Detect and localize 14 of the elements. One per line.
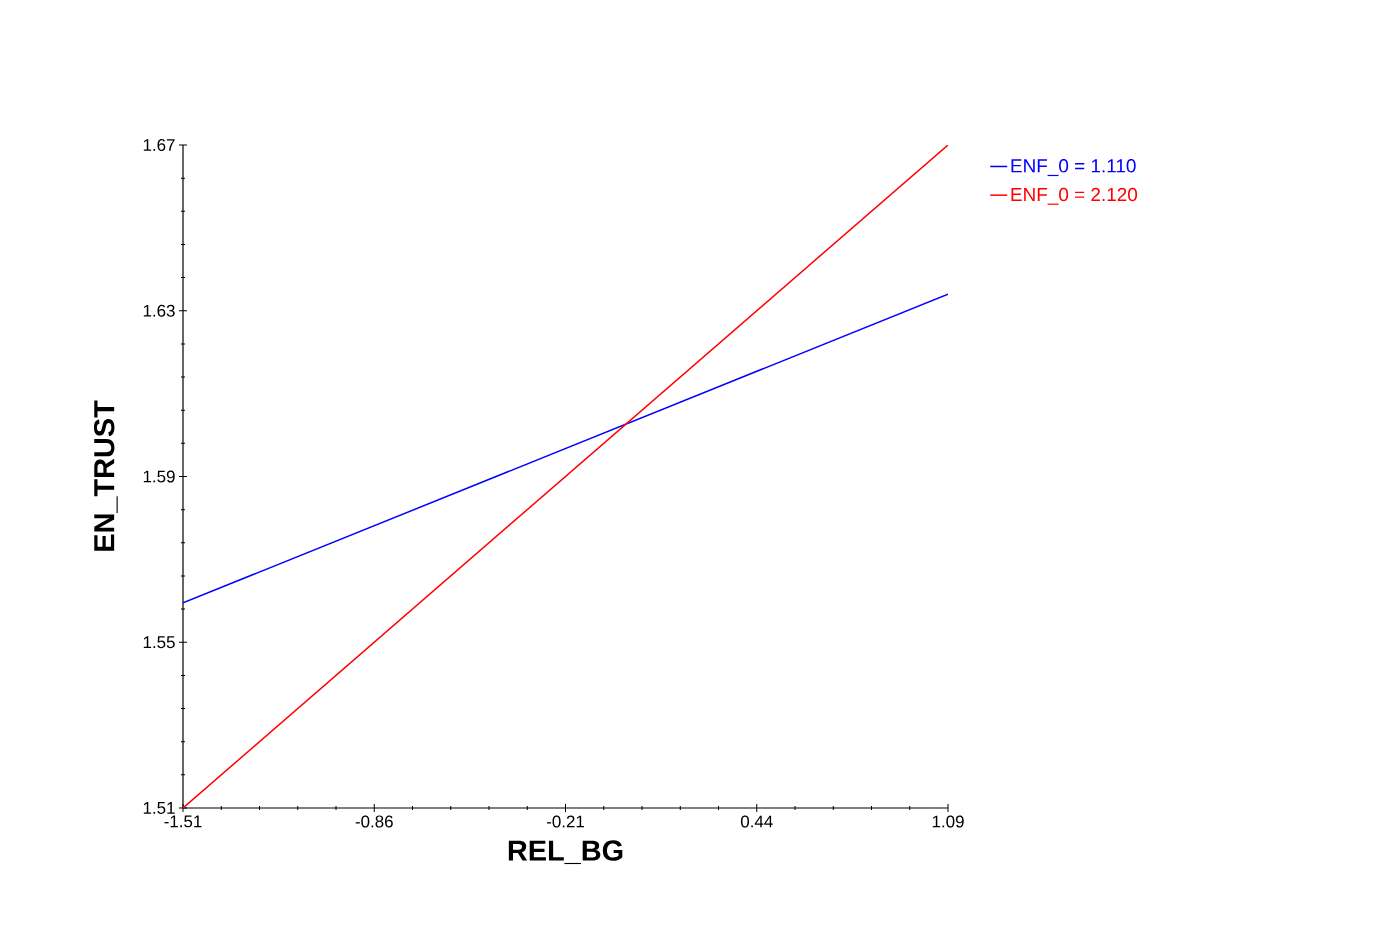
y-tick-label: 1.51 bbox=[143, 802, 175, 814]
y-tick-label: 1.59 bbox=[143, 470, 175, 483]
x-tick-label: 1.09 bbox=[932, 815, 964, 828]
y-axis-title: EN_TRUST bbox=[93, 400, 118, 551]
x-tick-label: -1.51 bbox=[164, 815, 202, 828]
x-axis-title: REL_BG bbox=[508, 840, 623, 865]
y-tick-label: 1.67 bbox=[143, 138, 175, 151]
legend-label: ENF_0 = 1.110 bbox=[1011, 159, 1136, 177]
x-tick-label: -0.21 bbox=[546, 815, 584, 828]
x-tick-label: 0.44 bbox=[740, 815, 773, 828]
y-tick-label: 1.63 bbox=[143, 304, 175, 317]
y-tick-label: 1.55 bbox=[143, 636, 175, 649]
x-tick-label: -0.86 bbox=[355, 815, 393, 828]
legend-label: ENF_0 = 2.120 bbox=[1011, 187, 1138, 205]
